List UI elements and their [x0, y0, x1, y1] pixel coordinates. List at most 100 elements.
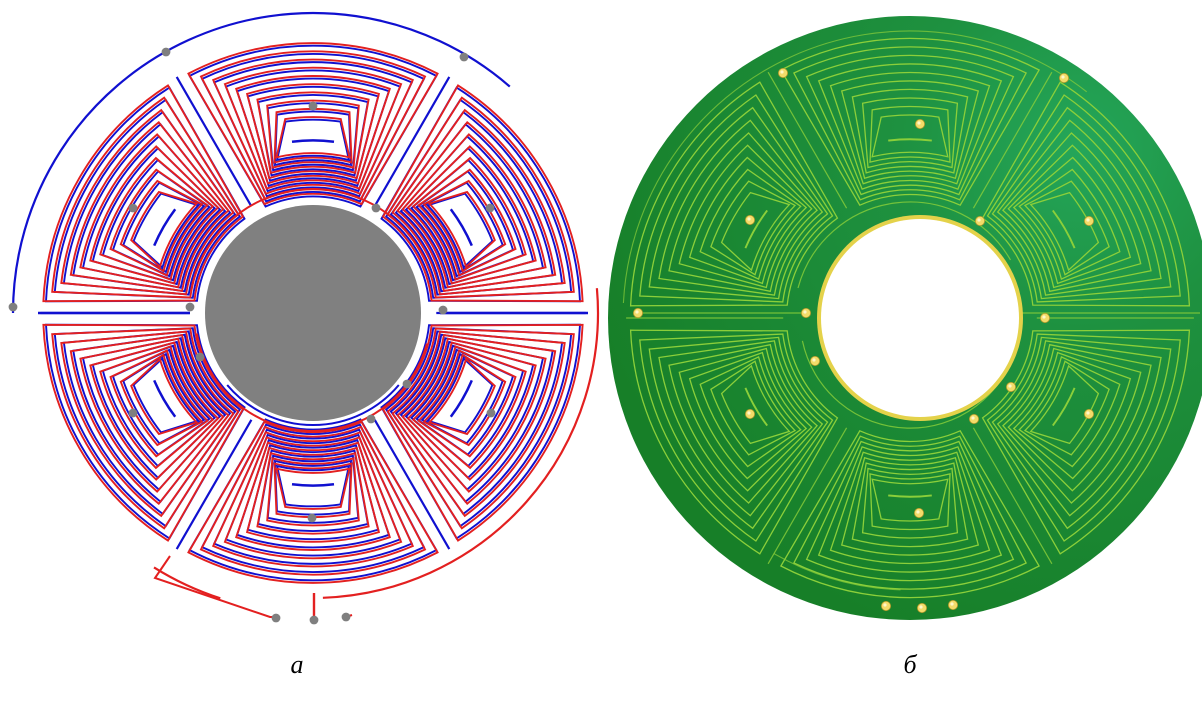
coil-trace — [79, 133, 225, 289]
coil-trace — [668, 132, 819, 293]
divider-trace — [972, 427, 1053, 565]
coil-trace — [266, 99, 360, 169]
coil-trace-bottom — [188, 418, 438, 582]
coil-trace — [658, 340, 824, 517]
coil-trace-bottom — [389, 330, 564, 516]
coil-trace-bottom — [384, 327, 573, 528]
coil-trace — [1012, 351, 1132, 480]
coil-trace — [273, 462, 353, 518]
coil-trace-bottom — [266, 102, 360, 172]
coil-trace — [986, 94, 1181, 303]
coil-trace — [1023, 180, 1110, 276]
coil-trace — [991, 106, 1172, 300]
coil-trace-bottom — [415, 170, 515, 278]
coil-trace — [69, 120, 230, 292]
via-dot — [185, 302, 195, 312]
coil-trace — [187, 420, 439, 584]
coil-trace — [417, 168, 517, 277]
inner-ring-trace — [226, 384, 400, 426]
coil-center-return — [1052, 209, 1076, 249]
caption-panel-b: б — [903, 650, 917, 679]
coil-trace — [720, 191, 791, 272]
coil-trace — [1029, 191, 1100, 272]
coil-trace-bottom — [380, 323, 581, 540]
coil-trace — [779, 37, 1041, 207]
coil-trace — [256, 91, 370, 175]
coil-trace — [422, 179, 507, 273]
via-dot — [366, 414, 376, 424]
coil-trace-bottom — [122, 181, 206, 274]
coil-center-return — [291, 483, 335, 487]
coil-trace — [275, 467, 351, 510]
via-dot — [161, 47, 171, 57]
coil-trace — [381, 84, 584, 303]
coil-center-return — [291, 139, 335, 143]
coil-trace — [1001, 343, 1152, 504]
via-pad-highlight — [1061, 75, 1065, 79]
via-dots-a — [8, 47, 496, 625]
coil-trace — [639, 333, 834, 542]
via-pad-highlight — [977, 218, 981, 222]
coil-trace — [427, 190, 496, 269]
coil-trace — [710, 360, 797, 456]
coil-trace — [417, 349, 517, 458]
via-dot — [402, 379, 412, 389]
divider-trace — [373, 76, 451, 207]
coil-trace — [187, 42, 439, 206]
coil-trace — [396, 120, 557, 292]
coil-trace — [817, 446, 1003, 573]
coil-trace — [871, 478, 949, 522]
via-pads-b — [633, 68, 1095, 614]
coil-trace — [981, 81, 1191, 307]
coil-trace — [245, 83, 381, 180]
coil-trace-bottom — [132, 192, 201, 270]
coil-trace — [991, 336, 1172, 530]
coil-trace — [109, 349, 209, 458]
coil-trace-bottom — [45, 323, 246, 540]
coil-trace — [256, 451, 370, 535]
coil-trace — [1007, 144, 1142, 289]
coil-trace — [805, 440, 1015, 582]
coil-trace — [688, 351, 808, 480]
coil-trace — [710, 180, 797, 276]
via-dot — [341, 612, 351, 622]
coil-trace — [99, 156, 215, 281]
coil-trace — [851, 88, 969, 174]
coil-trace — [871, 114, 949, 158]
via-pad-highlight — [919, 605, 923, 609]
coil-trace — [1023, 360, 1110, 456]
coil-trace — [1018, 355, 1121, 468]
via-pad-highlight — [971, 416, 975, 420]
coil-center-return — [449, 379, 473, 418]
coil-trace — [381, 323, 584, 542]
outer-return-trace — [622, 30, 1088, 304]
via-dot — [309, 615, 319, 625]
coil-trace-bottom — [53, 327, 242, 528]
via-pad-highlight — [916, 510, 920, 514]
coil-trace-bottom — [425, 356, 494, 434]
coil-trace-bottom — [188, 44, 438, 208]
coil-trace — [861, 467, 959, 539]
coil-trace — [89, 341, 220, 481]
coil-trace-bottom — [425, 192, 494, 270]
via-dot — [271, 613, 281, 623]
via-pad-highlight — [812, 358, 816, 362]
outer-return-trace — [322, 288, 600, 599]
coil-trace — [119, 353, 204, 447]
coil-center-return — [153, 379, 177, 418]
via-pad-highlight — [747, 411, 751, 415]
coil-trace — [720, 364, 791, 445]
coil-center-return — [888, 138, 932, 142]
via-pad-highlight — [883, 603, 887, 607]
coil-trace-bottom — [384, 98, 573, 299]
coil-trace-bottom — [274, 110, 352, 167]
divider-trace — [175, 76, 253, 207]
coil-trace — [793, 46, 1027, 201]
coil-trace — [411, 156, 527, 281]
coil-trace — [668, 343, 819, 504]
via-dot — [128, 203, 138, 213]
coil-trace — [793, 435, 1027, 590]
coil-trace — [658, 119, 824, 296]
divider-trace — [767, 427, 848, 565]
